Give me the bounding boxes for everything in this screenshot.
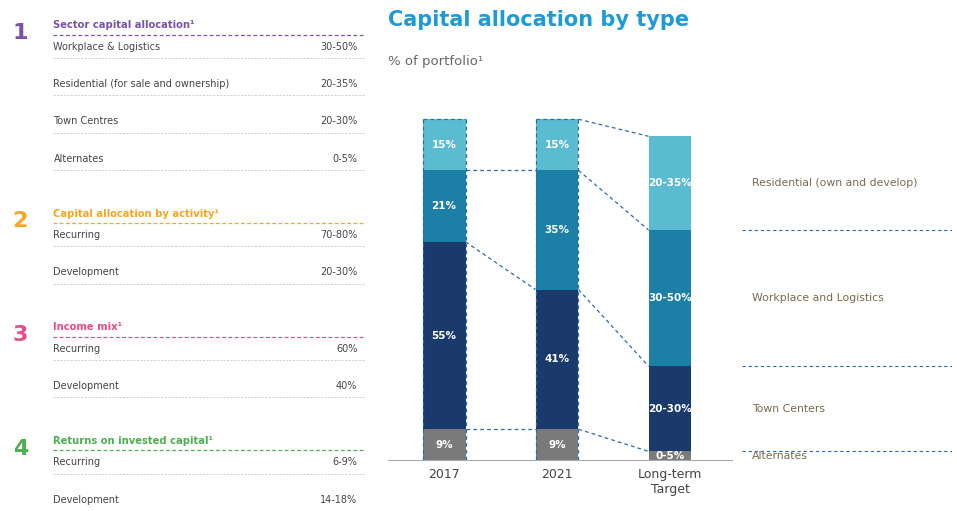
Text: Recurring: Recurring [54, 230, 100, 240]
Text: Development: Development [54, 495, 120, 505]
Bar [423, 170, 465, 242]
Text: 0-5%: 0-5% [332, 153, 357, 164]
Text: 14-18%: 14-18% [321, 495, 357, 505]
Text: 70-80%: 70-80% [321, 230, 357, 240]
Text: 20-35%: 20-35% [648, 178, 692, 188]
Text: Income mix¹: Income mix¹ [54, 322, 122, 333]
Text: 21%: 21% [432, 201, 456, 211]
Bar [649, 230, 692, 366]
Text: Workplace and Logistics: Workplace and Logistics [752, 293, 884, 303]
Text: 20-35%: 20-35% [320, 79, 357, 89]
Text: Development: Development [54, 267, 120, 277]
Text: 35%: 35% [545, 225, 569, 235]
Text: 1: 1 [12, 23, 28, 43]
Text: Residential (own and develop): Residential (own and develop) [752, 178, 918, 188]
Text: Sector capital allocation¹: Sector capital allocation¹ [54, 20, 195, 31]
Text: 41%: 41% [545, 355, 569, 364]
Bar [536, 290, 578, 429]
Text: Recurring: Recurring [54, 343, 100, 354]
Text: 3: 3 [12, 325, 28, 345]
Text: Alternates: Alternates [752, 451, 808, 460]
Text: 30-50%: 30-50% [321, 41, 357, 52]
Bar [649, 366, 692, 451]
Bar [423, 242, 465, 429]
Text: Alternates: Alternates [54, 153, 103, 164]
Text: 20-30%: 20-30% [321, 267, 357, 277]
Text: 2: 2 [12, 211, 28, 231]
Text: Workplace & Logistics: Workplace & Logistics [54, 41, 161, 52]
Text: 55%: 55% [432, 331, 456, 340]
Text: Town Centres: Town Centres [54, 116, 119, 126]
Text: Returns on invested capital¹: Returns on invested capital¹ [54, 436, 213, 446]
Text: 15%: 15% [432, 140, 456, 150]
Text: Capital allocation by type: Capital allocation by type [388, 10, 689, 30]
Text: 4: 4 [12, 438, 28, 459]
Text: 30-50%: 30-50% [648, 293, 692, 303]
Text: % of portfolio¹: % of portfolio¹ [388, 55, 482, 67]
Text: Recurring: Recurring [54, 457, 100, 468]
Text: Capital allocation by activity¹: Capital allocation by activity¹ [54, 208, 219, 219]
Text: Development: Development [54, 381, 120, 391]
Text: 9%: 9% [435, 439, 453, 450]
Text: 20-30%: 20-30% [321, 116, 357, 126]
Text: 20-30%: 20-30% [648, 404, 692, 414]
Text: 60%: 60% [336, 343, 357, 354]
Bar [423, 119, 465, 170]
Text: 15%: 15% [545, 140, 569, 150]
Text: 9%: 9% [548, 439, 566, 450]
Bar [536, 170, 578, 290]
Text: 6-9%: 6-9% [332, 457, 357, 468]
Bar [423, 429, 465, 460]
Bar [649, 451, 692, 460]
Text: 40%: 40% [336, 381, 357, 391]
Text: 0-5%: 0-5% [656, 451, 684, 460]
Bar [536, 429, 578, 460]
Text: Residential (for sale and ownership): Residential (for sale and ownership) [54, 79, 230, 89]
Bar [649, 136, 692, 230]
Bar [536, 119, 578, 170]
Text: Town Centers: Town Centers [752, 404, 825, 414]
